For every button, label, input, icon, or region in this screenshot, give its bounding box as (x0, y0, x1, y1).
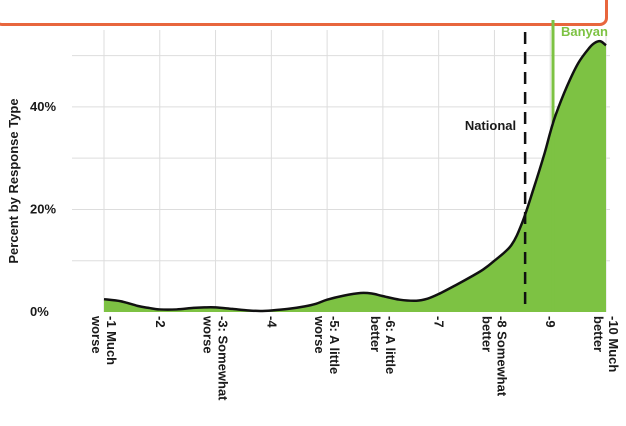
y-tick-label: 0% (30, 304, 49, 319)
top-frame (0, 0, 608, 26)
x-tick-label: -7 (432, 316, 447, 328)
x-tick-label: -5: A littleworse (312, 315, 342, 374)
x-tick-label: -3: Somewhatworse (201, 315, 231, 401)
x-tick-label: -8 Somewhatbetter (479, 316, 509, 397)
series-line (103, 39, 607, 313)
x-tick-label: -2 (153, 316, 168, 328)
y-axis-title: Percent by Response Type (6, 98, 21, 263)
x-tick-label: -4 (264, 316, 279, 328)
area-fill (104, 41, 606, 313)
x-tick-label: -1 Muchworse (89, 315, 119, 365)
ref-label-national: National (465, 118, 516, 133)
ref-label-banyan: Banyan (561, 24, 608, 39)
x-tick-label: -10 Muchbetter (591, 316, 621, 372)
y-tick-label: 40% (30, 99, 56, 114)
x-tick-label: -9 (543, 316, 558, 328)
x-tick-label: -6: A littlebetter (368, 316, 398, 374)
y-tick-label: 20% (30, 201, 56, 216)
